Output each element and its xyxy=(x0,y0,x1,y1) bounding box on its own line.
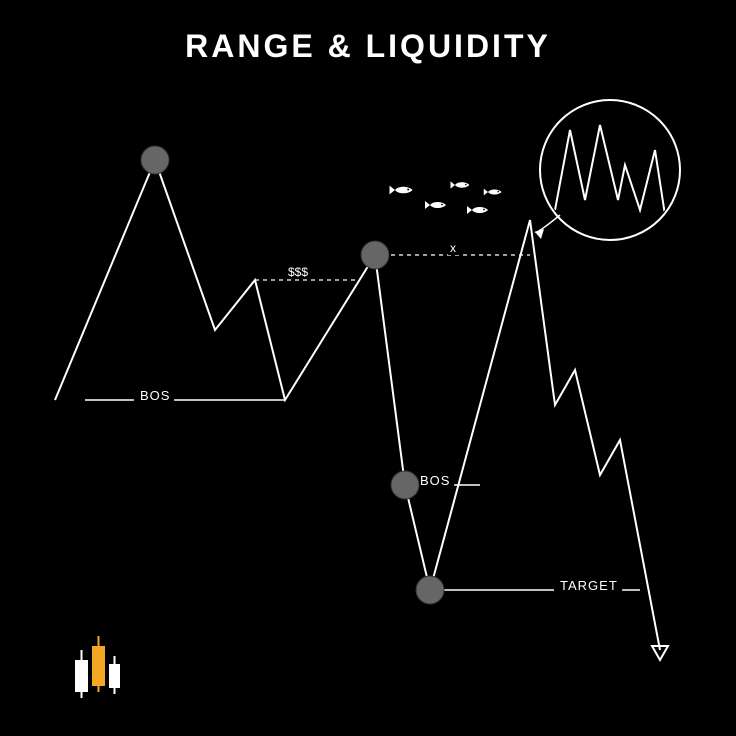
fish-icon xyxy=(425,201,446,209)
swing-marker xyxy=(391,471,419,499)
fish-icon xyxy=(451,181,470,188)
fish-icon xyxy=(484,189,502,196)
diagram-canvas: RANGE & LIQUIDITY BOSBOSTARGET$$$x xyxy=(0,0,736,736)
level-label: BOS xyxy=(420,473,450,488)
swing-marker xyxy=(361,241,389,269)
level-label: TARGET xyxy=(560,578,618,593)
swing-marker xyxy=(141,146,169,174)
liquidity-label: $$$ xyxy=(288,265,308,279)
fish-icon xyxy=(467,206,488,214)
callout-arrowhead-icon xyxy=(535,229,544,239)
callout-arrow xyxy=(535,215,560,232)
liquidity-label: x xyxy=(450,241,456,255)
fish-icon xyxy=(390,186,413,195)
candlestick-logo-icon xyxy=(75,636,120,698)
detail-zigzag xyxy=(555,125,665,215)
price-line xyxy=(55,160,660,650)
level-label: BOS xyxy=(140,388,170,403)
swing-marker xyxy=(416,576,444,604)
price-chart: BOS BOS TARGET $$$ x xyxy=(0,0,736,736)
